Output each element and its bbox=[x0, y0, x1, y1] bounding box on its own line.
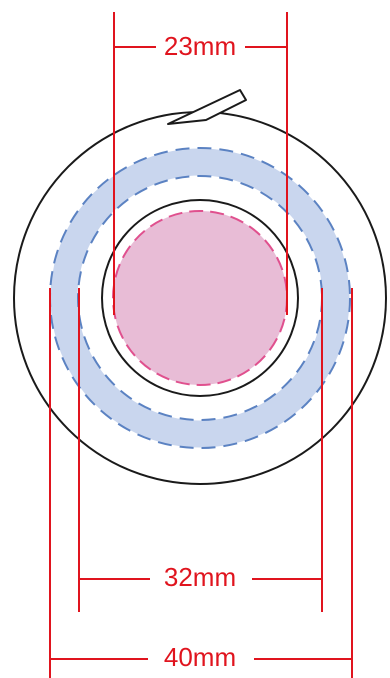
tape-tail bbox=[167, 89, 247, 125]
dimension-top-label: 23mm bbox=[164, 31, 236, 61]
dimension-middle-label: 32mm bbox=[164, 562, 236, 592]
inner-print-area bbox=[112, 210, 288, 386]
dimension-middle: 32mm bbox=[78, 288, 323, 612]
dimension-bottom-label: 40mm bbox=[164, 642, 236, 672]
outer-print-band bbox=[50, 148, 350, 448]
dimension-bottom: 40mm bbox=[49, 288, 353, 678]
dimension-top: 23mm bbox=[113, 12, 288, 315]
